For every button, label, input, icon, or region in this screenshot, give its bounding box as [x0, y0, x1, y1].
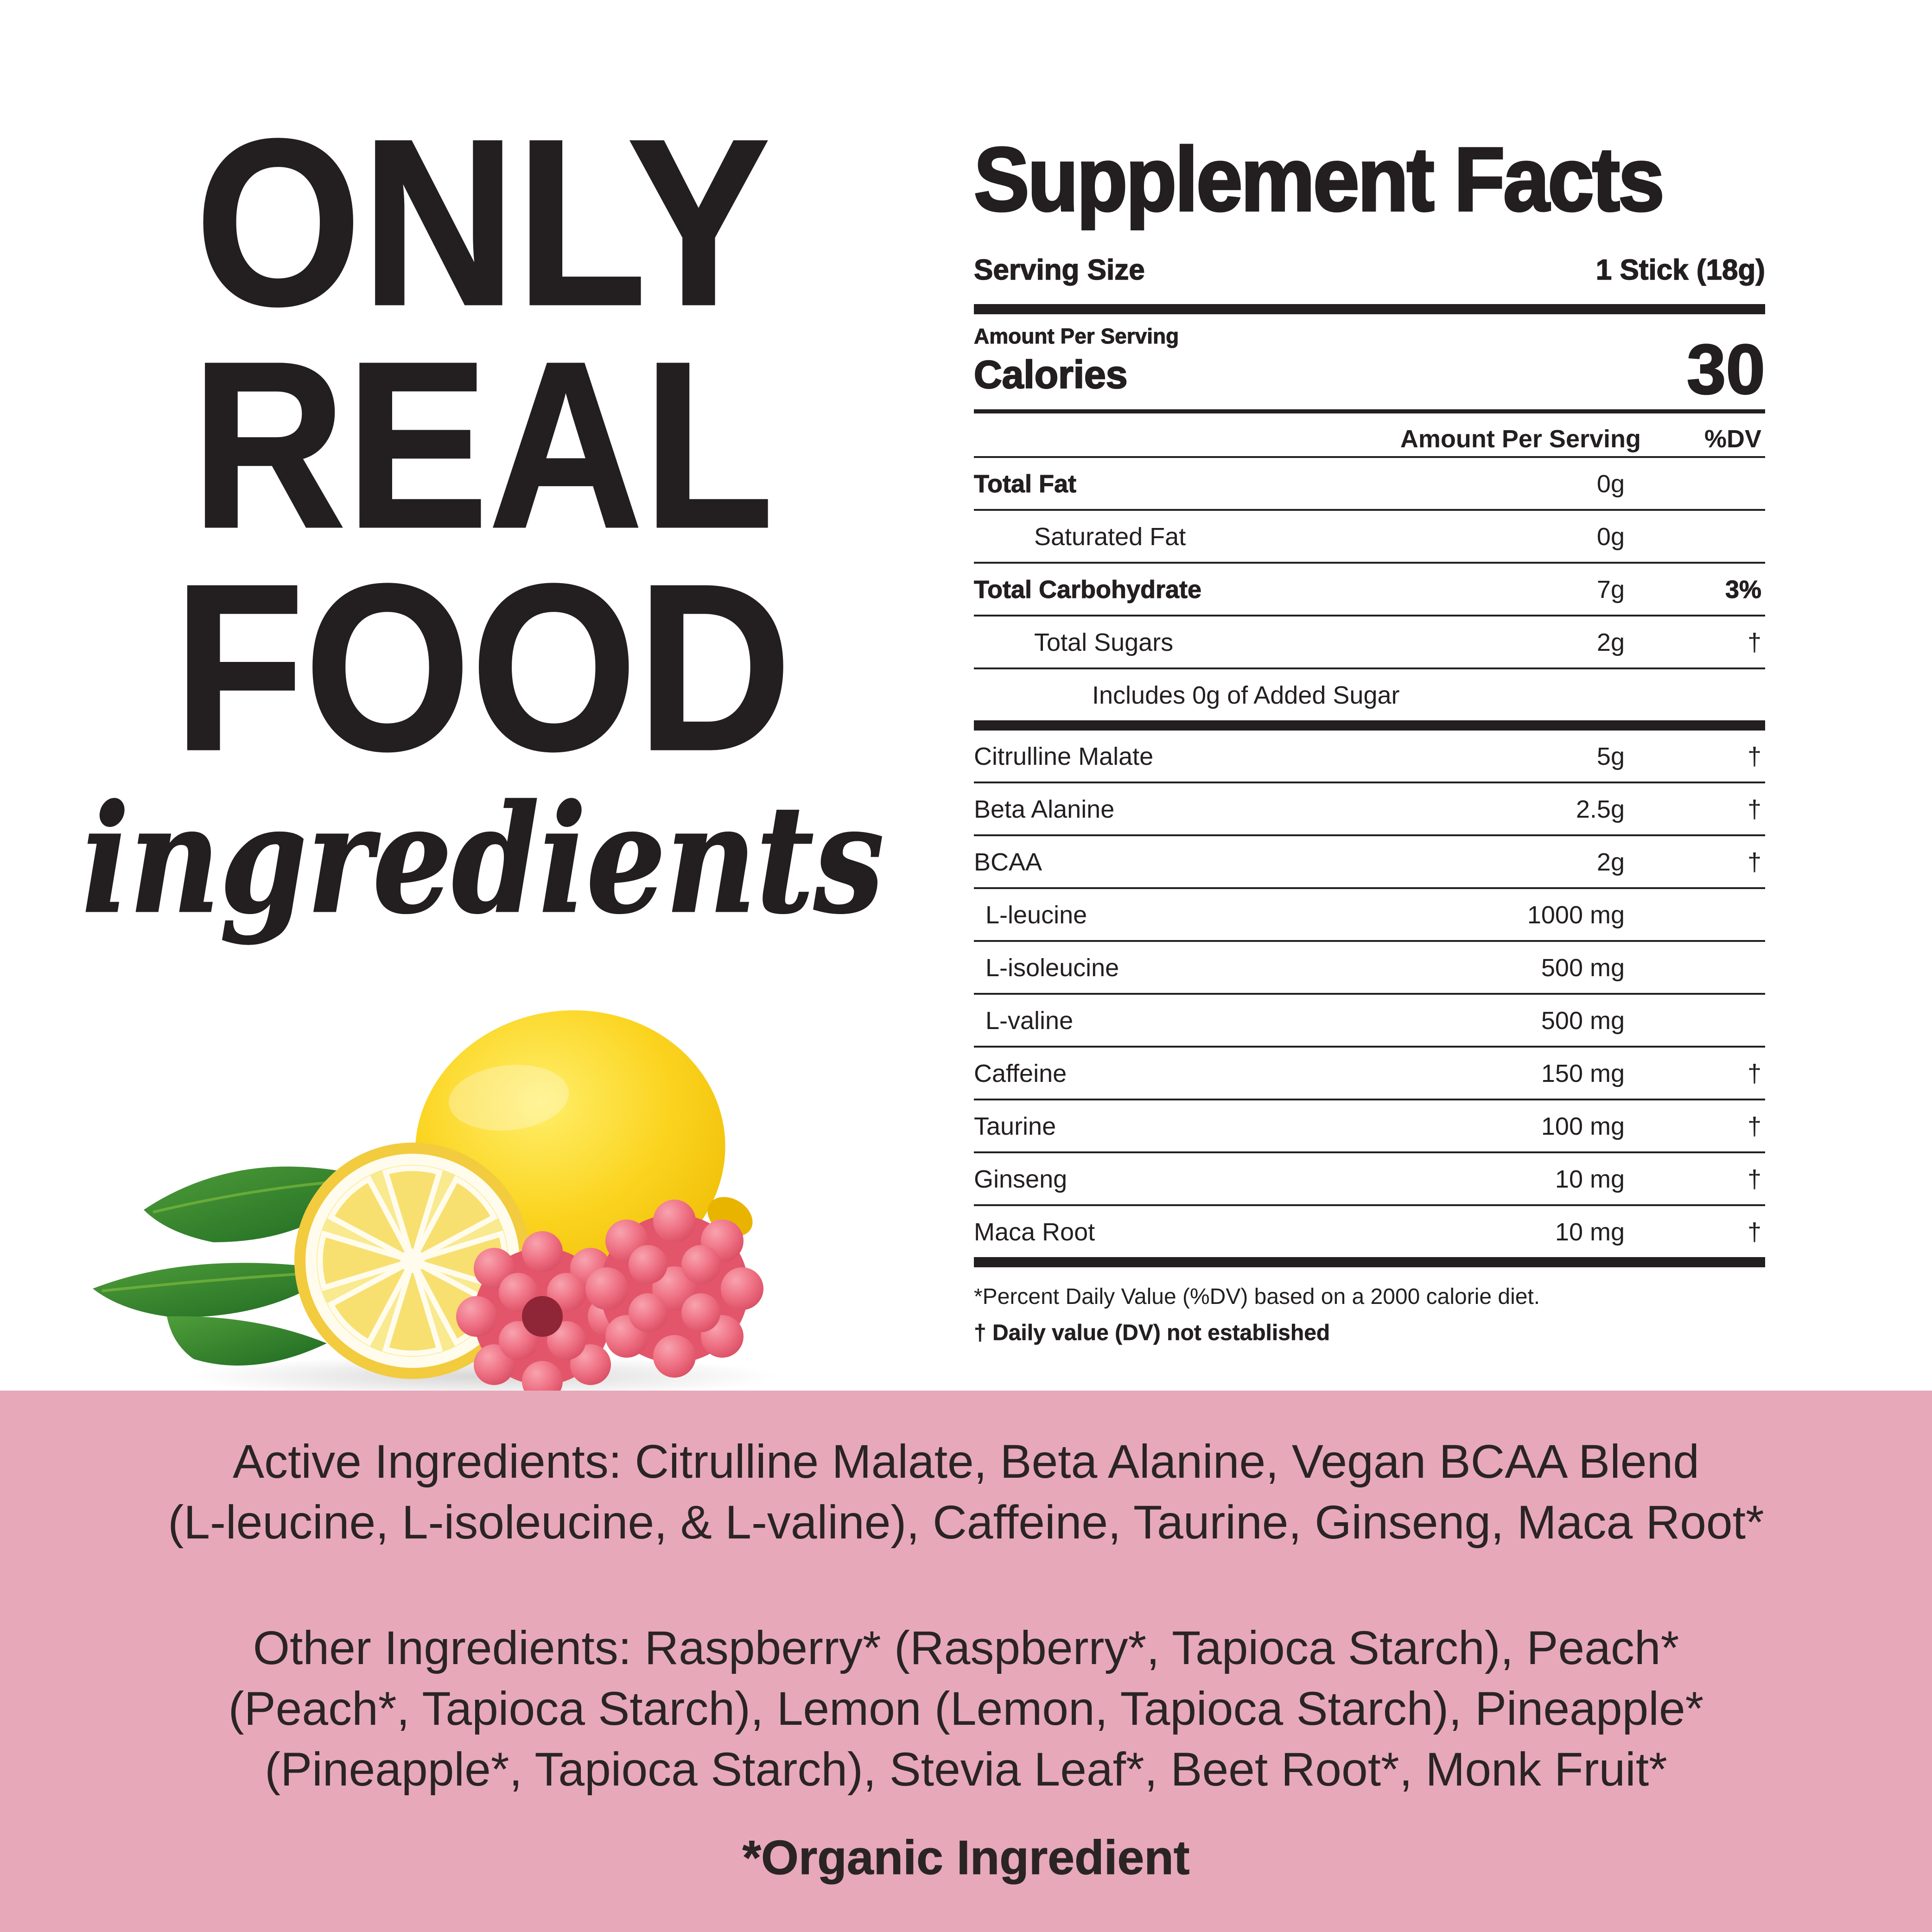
row-name: Total Fat — [974, 470, 1077, 498]
fact-row: Ginseng 10 mg † — [974, 1153, 1765, 1206]
row-name: Beta Alanine — [974, 795, 1115, 823]
ingredient-rows: Citrulline Malate 5g † Beta Alanine 2.5g † BCA… — [974, 731, 1765, 1257]
row-dv: † — [1747, 1218, 1761, 1246]
row-name: Ginseng — [974, 1165, 1068, 1193]
calories-value: 30 — [1686, 330, 1766, 409]
fact-row: Total Sugars 2g † — [974, 616, 1765, 669]
fact-row: Includes 0g of Added Sugar — [974, 669, 1765, 720]
fact-row: Maca Root 10 mg † — [974, 1206, 1765, 1257]
column-header-amount: Amount Per Serving — [1400, 425, 1641, 453]
divider-thick — [974, 720, 1765, 731]
leaf-icon — [167, 1316, 327, 1366]
raspberry-icon — [585, 1200, 763, 1378]
fact-row: Total Fat 0g — [974, 458, 1765, 511]
row-dv: † — [1747, 1165, 1761, 1193]
raspberry-icon — [456, 1231, 629, 1400]
divider-thick — [974, 304, 1765, 314]
row-amount: 1000 mg — [1527, 901, 1625, 929]
fact-row: L-leucine 1000 mg — [974, 889, 1765, 942]
text-line: (L-leucine, L-isoleucine, & L-valine), C… — [168, 1496, 1764, 1549]
headline: ONLY REAL FOOD — [48, 90, 918, 800]
serving-size-label: Serving Size — [973, 254, 1145, 286]
footnote-dv-not-established: † Daily value (DV) not established — [974, 1321, 1330, 1346]
row-amount: 2.5g — [1576, 795, 1625, 823]
headline-line-only: ONLY — [195, 90, 771, 355]
row-name: Taurine — [974, 1112, 1056, 1140]
row-name: L-valine — [985, 1007, 1074, 1035]
serving-size-row: Serving Size 1 Stick (18g) — [973, 254, 1766, 286]
row-amount: 2g — [1596, 629, 1625, 656]
ingredients-section: Active Ingredients: Citrulline Malate, B… — [0, 1391, 1932, 1932]
row-amount: 500 mg — [1541, 954, 1625, 982]
row-dv: † — [1747, 1112, 1761, 1140]
supplement-facts-title: Supplement Facts — [973, 129, 1666, 230]
amount-per-serving-label: Amount Per Serving — [974, 324, 1179, 349]
supplement-facts-panel: Supplement Facts Serving Size 1 Stick (1… — [973, 129, 1766, 1350]
row-dv: † — [1747, 1060, 1761, 1087]
lemon-raspberry-illustration — [93, 1010, 779, 1400]
row-name: Total Carbohydrate — [973, 576, 1202, 604]
row-amount: 500 mg — [1541, 1007, 1625, 1035]
row-name: Includes 0g of Added Sugar — [1092, 681, 1400, 709]
active-ingredients-text: Active Ingredients: Citrulline Malate, B… — [0, 1391, 1932, 1553]
text-line: (Pineapple*, Tapioca Starch), Stevia Lea… — [265, 1743, 1667, 1796]
column-header-row: Amount Per Serving %DV — [974, 419, 1765, 458]
text-line: Active Ingredients: Citrulline Malate, B… — [233, 1435, 1699, 1488]
row-name: Maca Root — [974, 1218, 1095, 1246]
fact-row: Citrulline Malate 5g † — [974, 731, 1765, 783]
row-name: Saturated Fat — [1034, 523, 1186, 551]
row-dv: † — [1747, 795, 1761, 823]
calories-block: Amount Per Serving Calories 30 — [973, 314, 1766, 409]
row-dv: † — [1747, 629, 1761, 656]
organic-ingredient-note: *Organic Ingredient — [742, 1831, 1190, 1885]
row-name: L-isoleucine — [985, 954, 1119, 982]
other-ingredients-text: Other Ingredients: Raspberry* (Raspberry… — [0, 1618, 1932, 1800]
row-name: Total Sugars — [1034, 629, 1174, 656]
row-amount: 0g — [1596, 470, 1625, 498]
row-amount: 7g — [1596, 576, 1625, 604]
divider-thick — [974, 1257, 1765, 1267]
fact-row: L-isoleucine 500 mg — [974, 942, 1765, 995]
row-name: L-leucine — [985, 901, 1087, 929]
serving-size-value: 1 Stick (18g) — [1595, 254, 1766, 286]
text-line: Other Ingredients: Raspberry* (Raspberry… — [253, 1621, 1679, 1674]
fact-row: Beta Alanine 2.5g † — [974, 783, 1765, 836]
fact-row: Total Carbohydrate 7g 3% — [973, 564, 1765, 616]
fact-row: Caffeine 150 mg † — [974, 1048, 1765, 1100]
row-dv: † — [1747, 848, 1761, 876]
row-amount: 150 mg — [1541, 1060, 1625, 1087]
row-amount: 0g — [1596, 523, 1625, 551]
headline-line-real: REAL — [191, 313, 775, 577]
row-amount: 5g — [1596, 743, 1625, 770]
headline-line-food: FOOD — [173, 535, 792, 800]
fact-row: Saturated Fat 0g — [974, 511, 1765, 564]
fact-row: L-valine 500 mg — [974, 995, 1765, 1048]
footnote-percent-dv: *Percent Daily Value (%DV) based on a 20… — [974, 1284, 1540, 1309]
nutrient-rows: Total Fat 0g Saturated Fat 0g Total Carbohyd… — [973, 458, 1765, 720]
row-amount: 2g — [1596, 848, 1625, 876]
calories-label: Calories — [973, 352, 1128, 397]
subheadline-script: ingredients — [82, 772, 885, 947]
fact-row: Taurine 100 mg † — [974, 1100, 1765, 1153]
row-dv: † — [1747, 743, 1761, 770]
column-header-dv: %DV — [1704, 425, 1761, 453]
fact-row: BCAA 2g † — [974, 836, 1765, 889]
row-name: Citrulline Malate — [974, 743, 1154, 770]
row-name: Caffeine — [974, 1060, 1067, 1087]
divider-medium — [974, 409, 1765, 413]
row-amount: 10 mg — [1555, 1165, 1625, 1193]
row-name: BCAA — [974, 848, 1042, 876]
row-dv: 3% — [1725, 576, 1761, 604]
left-panel: ONLY REAL FOOD ingredients — [0, 0, 966, 1400]
row-amount: 100 mg — [1541, 1112, 1625, 1140]
text-line: (Peach*, Tapioca Starch), Lemon (Lemon, … — [228, 1682, 1704, 1735]
row-amount: 10 mg — [1555, 1218, 1625, 1246]
